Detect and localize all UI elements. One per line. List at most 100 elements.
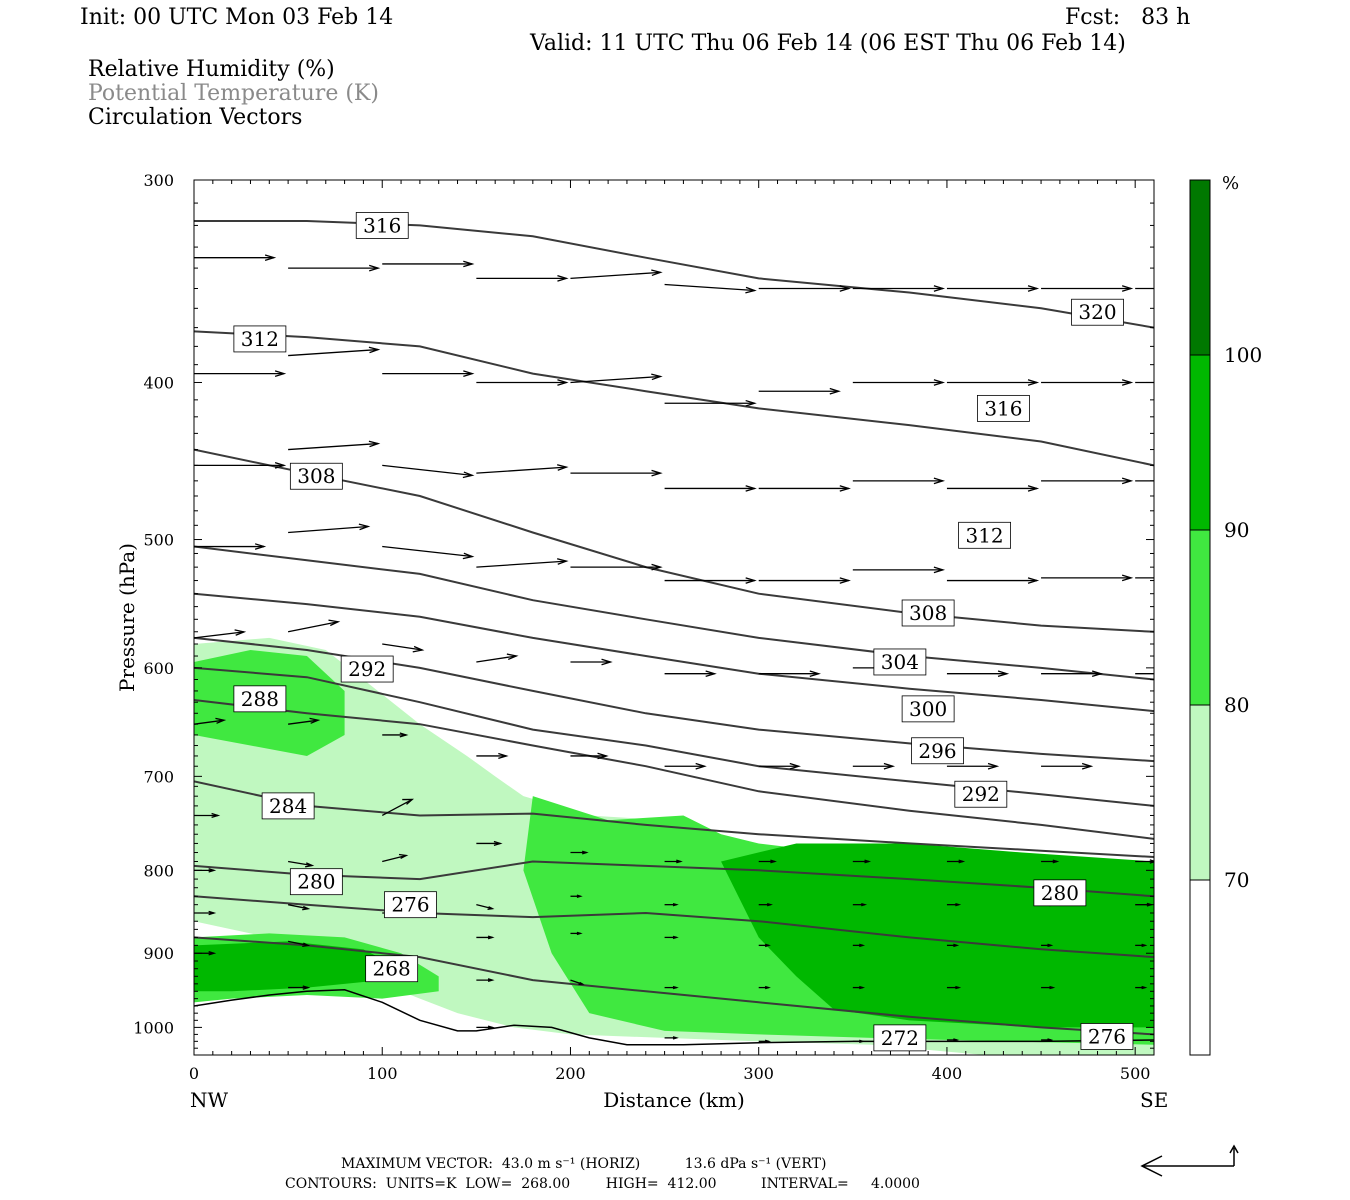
svg-text:268: 268 — [373, 957, 411, 981]
vector-8 — [946, 285, 1040, 292]
vector-112 — [852, 1039, 866, 1044]
vector-83 — [946, 902, 962, 907]
colorbar-segment — [1190, 880, 1210, 1055]
contour-label-284: 284 — [261, 792, 315, 820]
contour-label-316: 316 — [355, 212, 409, 239]
svg-text:320: 320 — [1078, 300, 1116, 324]
contour-label-280: 280 — [289, 868, 343, 896]
field-theta-label: Potential Temperature (K) — [88, 81, 379, 106]
vector-24 — [382, 464, 475, 479]
vector-77 — [382, 853, 409, 863]
max-vector-note: MAXIMUM VECTOR: 43.0 m s⁻¹ (HORIZ) 13.6 … — [341, 1156, 827, 1172]
svg-text:276: 276 — [1088, 1024, 1126, 1048]
svg-text:276: 276 — [391, 893, 429, 917]
vector-103 — [758, 985, 771, 990]
vector-80 — [664, 902, 679, 907]
x-tick-label: 400 — [932, 1064, 963, 1083]
vector-3 — [476, 275, 569, 282]
contour-label-312: 312 — [233, 325, 287, 353]
vector-89 — [476, 935, 495, 940]
reference-vector — [1140, 1144, 1239, 1177]
y-tick-label: 700 — [143, 767, 174, 786]
colorbar: 70 80 90 100% — [1189, 173, 1262, 1056]
y-tick-label: 1000 — [133, 1018, 174, 1037]
axes: 0 100 200 300 400 500 300 400 500 600 700 800 900 100… — [115, 171, 1168, 1112]
vector-15 — [570, 373, 663, 384]
theta-contour-300 — [194, 592, 1154, 713]
contour-label-308: 308 — [289, 462, 343, 490]
vector-46 — [382, 643, 425, 653]
vector-101 — [570, 979, 585, 986]
vector-67 — [476, 840, 503, 847]
vector-56 — [288, 717, 321, 725]
contour-labels: 316 312 308 292 288 284 280 276 268 320 316 312 308 3… — [233, 212, 1134, 1052]
vector-95 — [1041, 943, 1054, 948]
vector-105 — [946, 985, 962, 990]
vector-44 — [194, 629, 247, 639]
contour-label-292: 292 — [954, 780, 1008, 808]
vector-16 — [664, 399, 757, 407]
vector-25 — [476, 464, 569, 474]
svg-text:292: 292 — [962, 782, 1000, 806]
vector-93 — [852, 943, 866, 948]
vector-6 — [758, 285, 851, 292]
colorbar-level: 90 — [1224, 518, 1249, 542]
theta-contour-276 — [194, 895, 1154, 959]
circulation-vectors — [194, 254, 1154, 1044]
svg-text:272: 272 — [881, 1026, 919, 1050]
contour-label-312: 312 — [958, 521, 1011, 549]
colorbar-level: 70 — [1224, 868, 1249, 892]
x-axis-label: Distance (km) — [603, 1088, 745, 1112]
y-axis-label: Pressure (hPa) — [115, 543, 139, 692]
vector-31 — [1041, 477, 1134, 485]
x-tick-label: 300 — [743, 1064, 774, 1083]
svg-text:304: 304 — [881, 650, 919, 674]
contour-label-276: 276 — [1080, 1023, 1134, 1050]
contour-label-280: 280 — [1033, 879, 1087, 907]
vector-14 — [476, 379, 569, 386]
contour-label-296: 296 — [911, 737, 964, 765]
vector-49 — [664, 670, 717, 678]
theta-contour-284 — [194, 780, 1154, 858]
svg-text:312: 312 — [241, 327, 279, 351]
theta-contour-280 — [194, 860, 1154, 898]
valid-time: Valid: 11 UTC Thu 06 Feb 14 (06 EST Thu … — [530, 31, 1126, 56]
vector-76 — [288, 860, 315, 868]
vector-91 — [664, 935, 679, 940]
vector-4 — [570, 269, 663, 280]
x-tick-label: 0 — [189, 1064, 199, 1083]
vector-2 — [382, 260, 475, 268]
contour-label-292: 292 — [340, 655, 394, 683]
vector-20 — [1041, 379, 1134, 386]
vector-66 — [381, 798, 415, 817]
vector-82 — [852, 902, 868, 907]
vector-9 — [1041, 285, 1134, 292]
plot-frame — [193, 179, 1155, 1056]
svg-text:280: 280 — [297, 870, 335, 894]
contour-label-288: 288 — [233, 685, 287, 713]
vector-73 — [1041, 859, 1060, 864]
init-time: Init: 00 UTC Mon 03 Feb 14 — [80, 5, 394, 30]
field-vectors-label: Circulation Vectors — [88, 105, 303, 130]
vector-34 — [288, 523, 371, 534]
vector-69 — [664, 859, 683, 864]
vector-19 — [946, 379, 1040, 386]
contour-label-304: 304 — [873, 648, 927, 676]
contour-label-272: 272 — [873, 1024, 927, 1052]
vector-100 — [476, 978, 495, 983]
vector-104 — [852, 985, 866, 990]
vector-27 — [664, 485, 757, 492]
vector-41 — [946, 577, 1040, 584]
vector-87 — [287, 904, 311, 911]
vector-13 — [382, 370, 475, 377]
theta-contour-304 — [194, 545, 1154, 681]
vector-114 — [1041, 1038, 1054, 1042]
vector-26 — [570, 469, 663, 477]
y-tick-label: 500 — [143, 531, 174, 550]
contour-label-316: 316 — [977, 394, 1030, 422]
vector-62 — [852, 762, 896, 770]
vector-42 — [1041, 574, 1134, 582]
vector-78 — [476, 904, 495, 910]
vector-72 — [946, 859, 966, 864]
